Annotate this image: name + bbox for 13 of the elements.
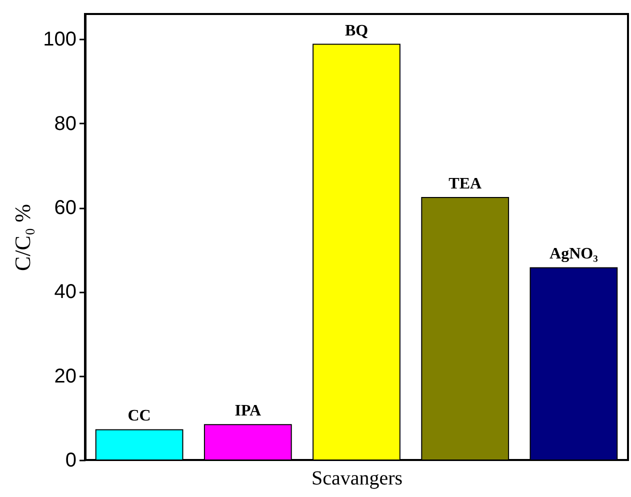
- y-tick-label: 40: [54, 281, 76, 304]
- x-axis-title: Scavangers: [311, 468, 403, 490]
- y-tick-label: 0: [65, 450, 76, 472]
- y-axis-title: C/C₀ %: [10, 204, 36, 271]
- x-tick-label: AgNO₃: [550, 246, 598, 263]
- y-tick-label: 100: [43, 28, 76, 51]
- y-tick-label: 80: [54, 112, 76, 135]
- y-tick-label: 20: [54, 365, 76, 388]
- x-tick-label: BQ: [344, 22, 368, 40]
- x-tick-label: IPA: [234, 402, 262, 420]
- x-tick-label: CC: [128, 408, 151, 425]
- y-tick-label: 60: [54, 197, 76, 220]
- x-tick-label: TEA: [448, 175, 482, 192]
